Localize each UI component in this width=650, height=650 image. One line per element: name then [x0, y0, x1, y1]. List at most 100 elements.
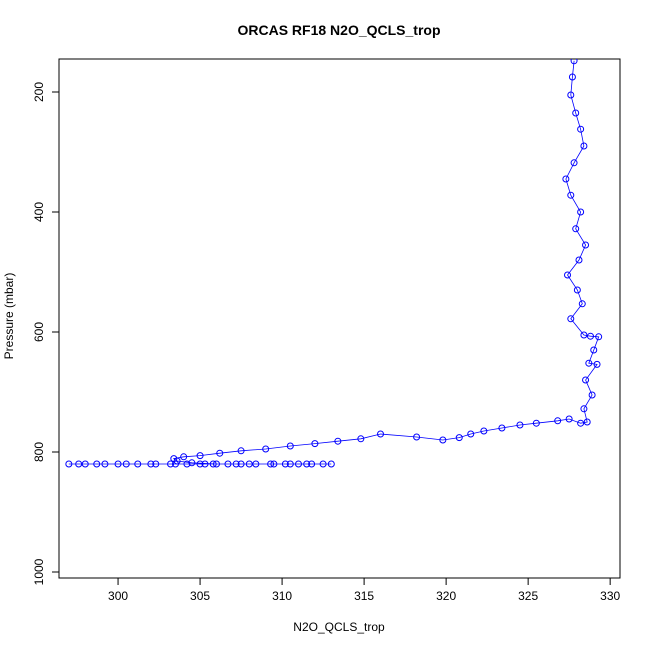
data-point: [583, 418, 591, 426]
data-point: [286, 460, 294, 468]
data-point: [586, 332, 594, 340]
y-tick-label: 1000: [32, 558, 46, 585]
data-point: [93, 460, 101, 468]
data-point: [212, 460, 220, 468]
data-point: [286, 442, 294, 450]
y-axis-label: Pressure (mbar): [2, 273, 16, 360]
chart-title: ORCAS RF18 N2O_QCLS_trop: [237, 22, 440, 38]
data-point: [147, 460, 155, 468]
data-point: [311, 440, 319, 448]
data-point: [580, 142, 588, 150]
x-tick-label: 300: [108, 589, 128, 603]
data-point: [580, 331, 588, 339]
data-point: [237, 460, 245, 468]
data-point: [585, 359, 593, 367]
x-axis: 300 305 310 315 320 325 330: [108, 577, 620, 603]
data-point: [580, 405, 588, 413]
data-point: [582, 241, 590, 249]
data-point: [75, 460, 83, 468]
data-point: [572, 109, 580, 117]
y-tick-label: 800: [32, 442, 46, 462]
data-point: [577, 125, 585, 133]
data-point: [262, 445, 270, 453]
data-point: [294, 460, 302, 468]
data-point: [570, 159, 578, 167]
x-tick-label: 325: [518, 589, 538, 603]
data-point: [455, 434, 463, 442]
data-point: [188, 459, 196, 467]
data-point: [308, 460, 316, 468]
data-point: [270, 460, 278, 468]
data-point: [467, 430, 475, 438]
data-point: [498, 424, 506, 432]
data-point: [152, 460, 160, 468]
x-tick-label: 305: [190, 589, 210, 603]
data-point: [577, 208, 585, 216]
series-line: [68, 60, 600, 465]
plot-area: [65, 59, 603, 468]
data-point: [516, 421, 524, 429]
data-point: [413, 433, 421, 441]
data-point: [567, 315, 575, 323]
data-point: [582, 376, 590, 384]
data-point: [267, 460, 275, 468]
data-point: [232, 460, 240, 468]
data-point: [565, 415, 573, 423]
data-point: [357, 435, 365, 443]
data-point: [180, 453, 188, 461]
data-point: [327, 460, 335, 468]
x-tick-label: 330: [600, 589, 620, 603]
data-point: [237, 447, 245, 455]
data-point: [183, 460, 191, 468]
data-point: [567, 91, 575, 99]
data-point: [564, 271, 572, 279]
x-tick-label: 315: [354, 589, 374, 603]
data-point: [377, 430, 385, 438]
x-tick-label: 320: [436, 589, 456, 603]
data-point: [595, 333, 603, 341]
data-point: [568, 73, 576, 81]
x-tick-label: 310: [272, 589, 292, 603]
data-point: [201, 460, 209, 468]
data-point: [303, 460, 311, 468]
data-point: [196, 452, 204, 460]
data-point: [572, 225, 580, 233]
data-point: [245, 460, 253, 468]
data-point: [81, 460, 89, 468]
data-point: [134, 460, 142, 468]
data-point: [167, 460, 175, 468]
data-point: [439, 436, 447, 444]
y-axis: 200 400 600 800 1000: [32, 82, 60, 585]
data-point: [570, 59, 578, 65]
data-point: [122, 460, 130, 468]
data-point: [216, 449, 224, 457]
data-point: [573, 286, 581, 294]
data-point: [224, 460, 232, 468]
data-point: [590, 346, 598, 354]
data-point: [171, 460, 179, 468]
data-point: [196, 460, 204, 468]
data-point: [588, 391, 596, 399]
plot-frame: [58, 58, 621, 579]
data-point: [281, 460, 289, 468]
x-axis-label: N2O_QCLS_trop: [293, 620, 385, 634]
data-point: [319, 460, 327, 468]
data-point: [114, 460, 122, 468]
data-point: [209, 460, 217, 468]
data-point: [252, 460, 260, 468]
data-point: [532, 419, 540, 427]
data-point: [334, 437, 342, 445]
y-tick-label: 400: [32, 202, 46, 222]
data-point: [567, 191, 575, 199]
data-point: [101, 460, 109, 468]
y-tick-label: 600: [32, 322, 46, 342]
data-point: [562, 175, 570, 183]
data-point: [578, 300, 586, 308]
data-point: [480, 427, 488, 435]
data-point: [65, 460, 73, 468]
y-tick-label: 200: [32, 82, 46, 102]
data-point: [575, 256, 583, 264]
data-point: [554, 417, 562, 425]
data-point: [593, 360, 601, 368]
